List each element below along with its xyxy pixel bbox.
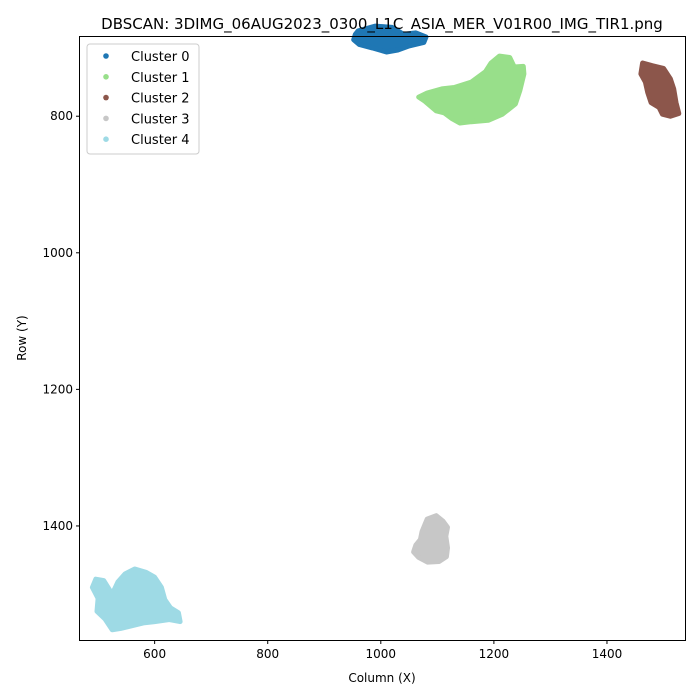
legend-marker-cluster-0: [103, 53, 109, 59]
legend-label-cluster-4: Cluster 4: [131, 133, 190, 148]
cluster-3-points: [411, 513, 450, 565]
y-tick-label: 1000: [42, 246, 73, 260]
y-tick-label: 1400: [42, 519, 73, 533]
legend-marker-cluster-4: [103, 136, 109, 142]
x-tick-label: 800: [256, 647, 279, 661]
x-axis: 600 800 1000 1200 1400: [143, 640, 622, 661]
x-axis-label: Column (X): [348, 671, 415, 685]
x-tick-label: 1400: [592, 647, 623, 661]
cluster-1-points: [416, 53, 527, 126]
legend-box: [86, 43, 200, 155]
x-tick-label: 1000: [366, 647, 397, 661]
legend-label-cluster-0: Cluster 0: [131, 50, 190, 65]
plot-frame: [79, 36, 686, 641]
y-tick-label: 800: [50, 109, 73, 123]
cluster-4-points: [89, 566, 183, 633]
x-tick-label: 600: [143, 647, 166, 661]
legend-marker-cluster-3: [103, 115, 109, 122]
y-axis: 800 1000 1200 1400: [42, 109, 80, 533]
x-tick-label: 1200: [479, 647, 510, 661]
legend-marker-cluster-1: [103, 74, 109, 80]
legend-marker-cluster-2: [103, 94, 109, 101]
legend-label-cluster-3: Cluster 3: [131, 112, 190, 127]
cluster-2-points: [638, 60, 682, 119]
legend-label-cluster-2: Cluster 2: [131, 92, 190, 107]
cluster-0-points: [351, 23, 429, 55]
legend-label-cluster-1: Cluster 1: [131, 71, 190, 86]
y-tick-label: 1200: [42, 382, 73, 396]
plot-points: [89, 23, 682, 633]
legend: Cluster 0 Cluster 1 Cluster 2 Cluster 3 Clus…: [86, 43, 200, 155]
y-axis-label: Row (Y): [15, 315, 29, 360]
chart-title: DBSCAN: 3DIMG_06AUG2023_0300_L1C_ASIA_ME…: [101, 15, 663, 34]
